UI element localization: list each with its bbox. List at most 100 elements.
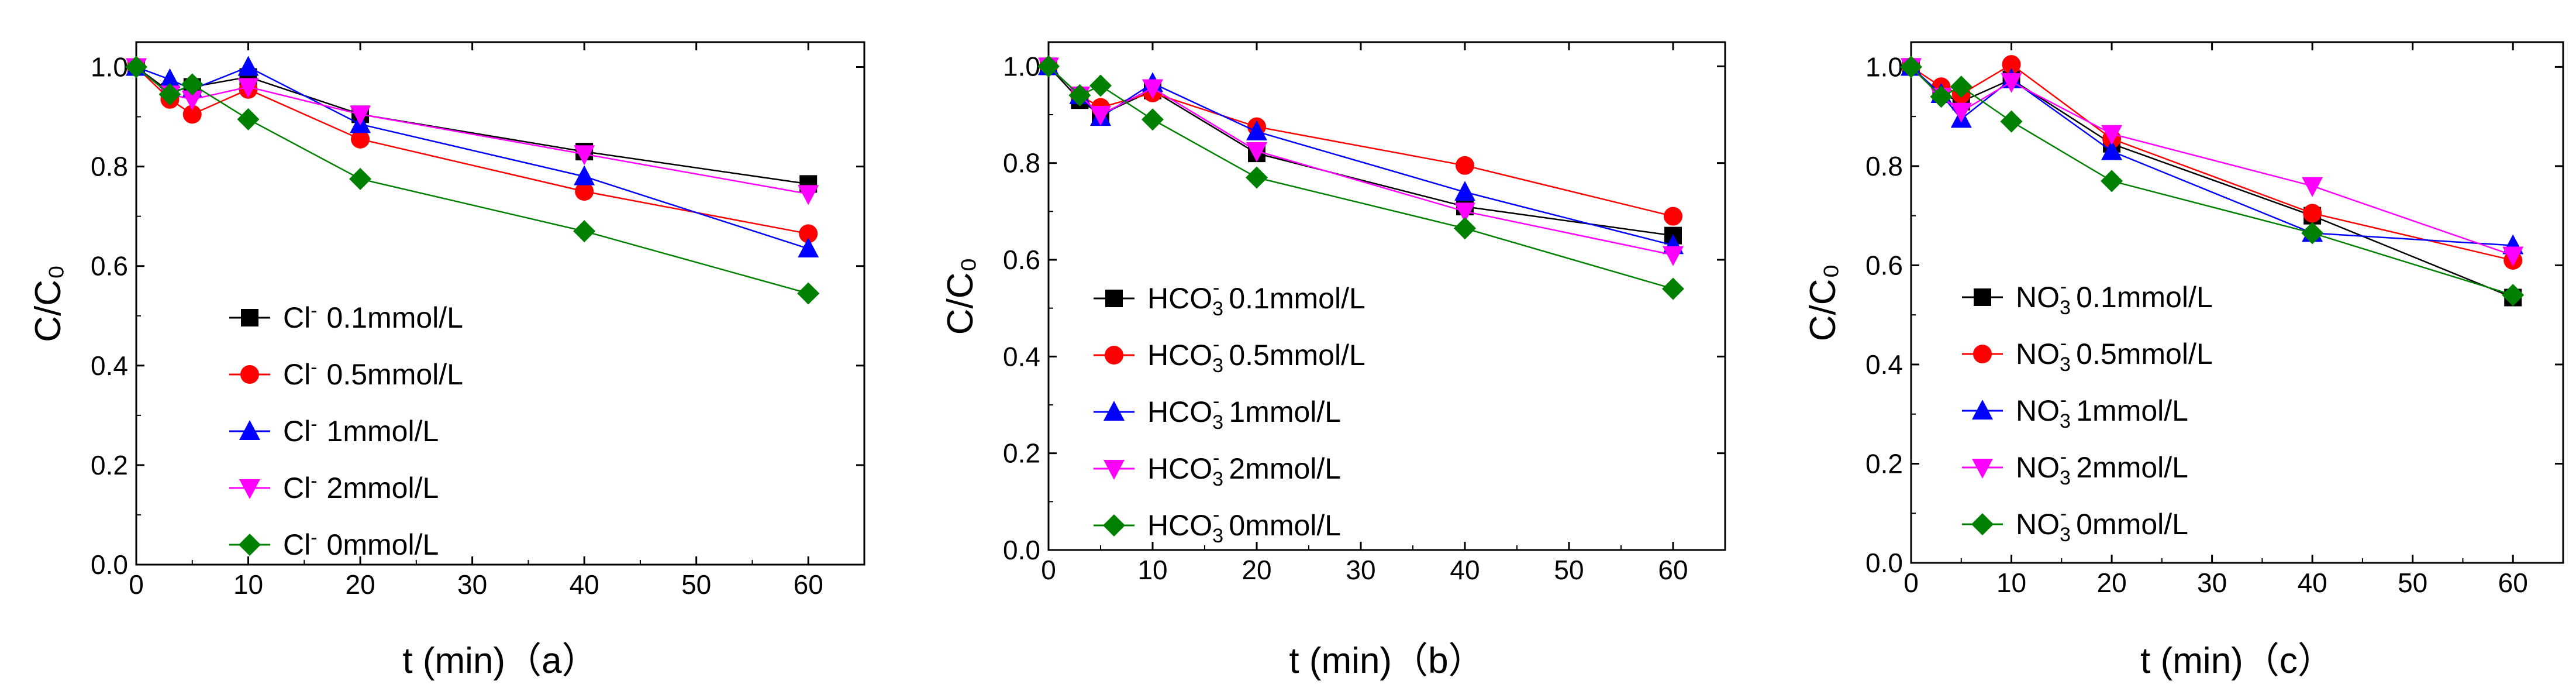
y-tick-label: 0.0: [91, 549, 128, 580]
legend-ion: NO: [2016, 394, 2060, 427]
series-line: [136, 66, 809, 294]
data-point: [349, 167, 372, 190]
x-tick-label: 40: [1450, 555, 1480, 585]
legend-ion-sup: -: [2060, 276, 2067, 298]
series-line: [136, 66, 809, 185]
x-tick-label: 50: [1554, 555, 1584, 585]
legend-ion: NO: [2016, 451, 2060, 484]
series-line: [1911, 66, 2513, 256]
series-4: [1037, 55, 1684, 300]
x-tick-label: 20: [345, 569, 375, 600]
legend-conc: 0.5mmol/L: [1229, 339, 1365, 372]
legend-ion-sup: -: [311, 527, 317, 549]
x-tick-label: 20: [2096, 568, 2126, 598]
data-point: [1930, 85, 1953, 108]
plot-frame: [1047, 41, 1726, 551]
data-point: [574, 145, 595, 166]
data-point: [1950, 75, 1972, 98]
legend-ion: Cl: [283, 358, 311, 391]
series-2: [126, 56, 819, 257]
legend-ion-sup: -: [1213, 390, 1219, 412]
data-point: [1089, 74, 1112, 97]
series-3: [1901, 58, 2524, 267]
data-point: [350, 105, 371, 126]
legend-marker: [240, 365, 259, 384]
legend-conc: 0.1mmol/L: [1229, 282, 1365, 315]
data-point: [2101, 140, 2123, 160]
data-point: [1663, 246, 1684, 266]
legend-marker: [1972, 459, 1993, 479]
legend-ion-sub: 3: [2060, 524, 2071, 546]
legend-ion: NO: [2016, 338, 2060, 370]
legend-ion-sub: 3: [1212, 411, 1223, 434]
legend-marker: [1973, 345, 1992, 363]
data-point: [2002, 55, 2021, 74]
data-point: [797, 282, 820, 305]
x-tick-label: 60: [2498, 568, 2528, 598]
x-tick-label: 0: [1903, 568, 1919, 598]
x-tick-label: 10: [1137, 555, 1167, 585]
y-tick-label: 0.6: [91, 251, 128, 281]
legend-conc: 0.1mmol/L: [2076, 281, 2212, 314]
data-point: [181, 90, 203, 111]
y-tick-label: 0.0: [1003, 535, 1040, 565]
legend-conc: 0.5mmol/L: [327, 358, 463, 391]
x-tick-label: 60: [1658, 555, 1688, 585]
legend-ion-sub: 3: [1212, 468, 1223, 490]
data-point: [2101, 170, 2123, 192]
legend-ion: Cl: [283, 415, 311, 448]
x-tick-label: 0: [1041, 555, 1056, 585]
legend-ion: Cl: [283, 301, 311, 334]
x-axis-label: t (min)（b）: [1289, 641, 1484, 681]
y-tick-label: 0.8: [1003, 148, 1040, 178]
data-point: [1246, 142, 1267, 162]
x-tick-label: 0: [129, 569, 144, 600]
legend-label: HCO3- 0.1mmol/L: [1147, 277, 1365, 320]
x-tick-label: 50: [681, 569, 711, 600]
y-tick-label: 0.4: [91, 350, 128, 381]
legend-ion-sub: 3: [2060, 353, 2071, 376]
series-0: [127, 58, 818, 193]
data-point: [1454, 217, 1476, 240]
plot-frame: [1910, 41, 2564, 564]
data-point: [1142, 108, 1164, 131]
legend-conc: 2mmol/L: [1229, 452, 1341, 485]
data-point: [575, 182, 594, 201]
legend-label: HCO3- 1mmol/L: [1147, 390, 1341, 434]
data-point: [2502, 246, 2524, 267]
chart-panel-b: 0 10 20 30 40 50 60 0.0 0.2 0.4 0.6 0.8 1.0 t (min)（b…: [940, 41, 1726, 681]
x-tick-label: 30: [1346, 555, 1375, 585]
legend-marker: [1974, 288, 1991, 306]
legend-conc: 1mmol/L: [327, 415, 439, 448]
data-point: [1900, 56, 1922, 78]
legend-marker: [1103, 460, 1125, 480]
legend-ion: HCO: [1147, 452, 1212, 485]
legend-ion: NO: [2016, 508, 2060, 541]
data-point: [1950, 102, 1972, 123]
series-line: [136, 66, 809, 195]
legend-marker: [1971, 513, 1994, 535]
data-point: [181, 73, 204, 96]
y-axis-label: C/C₀: [940, 257, 981, 335]
series-line: [1911, 66, 2513, 246]
data-point: [2001, 73, 2022, 93]
legend-label: HCO3- 2mmol/L: [1147, 447, 1341, 490]
y-tick-label: 0.2: [1865, 448, 1903, 479]
data-point: [1664, 207, 1682, 226]
legend-label: NO3- 0.1mmol/L: [2016, 276, 2213, 319]
legend-conc: 1mmol/L: [1229, 396, 1341, 428]
legend-ion-sup: -: [311, 413, 317, 435]
legend-ion-sup: -: [1213, 447, 1219, 469]
y-tick-label: 0.4: [1865, 349, 1903, 380]
legend-ion-sub: 3: [1212, 355, 1223, 377]
series-2: [1901, 56, 2524, 255]
plot-frame: [135, 41, 865, 566]
legend-ion-sup: -: [311, 356, 317, 379]
data-point: [158, 83, 181, 106]
data-point: [351, 129, 370, 149]
x-tick-label: 50: [2398, 568, 2427, 598]
legend: Cl- 0.1mmol/LCl- 0.5mmol/LCl- 1mmol/LCl- 2mm…: [229, 300, 463, 561]
y-tick-label: 0.8: [1865, 151, 1903, 181]
